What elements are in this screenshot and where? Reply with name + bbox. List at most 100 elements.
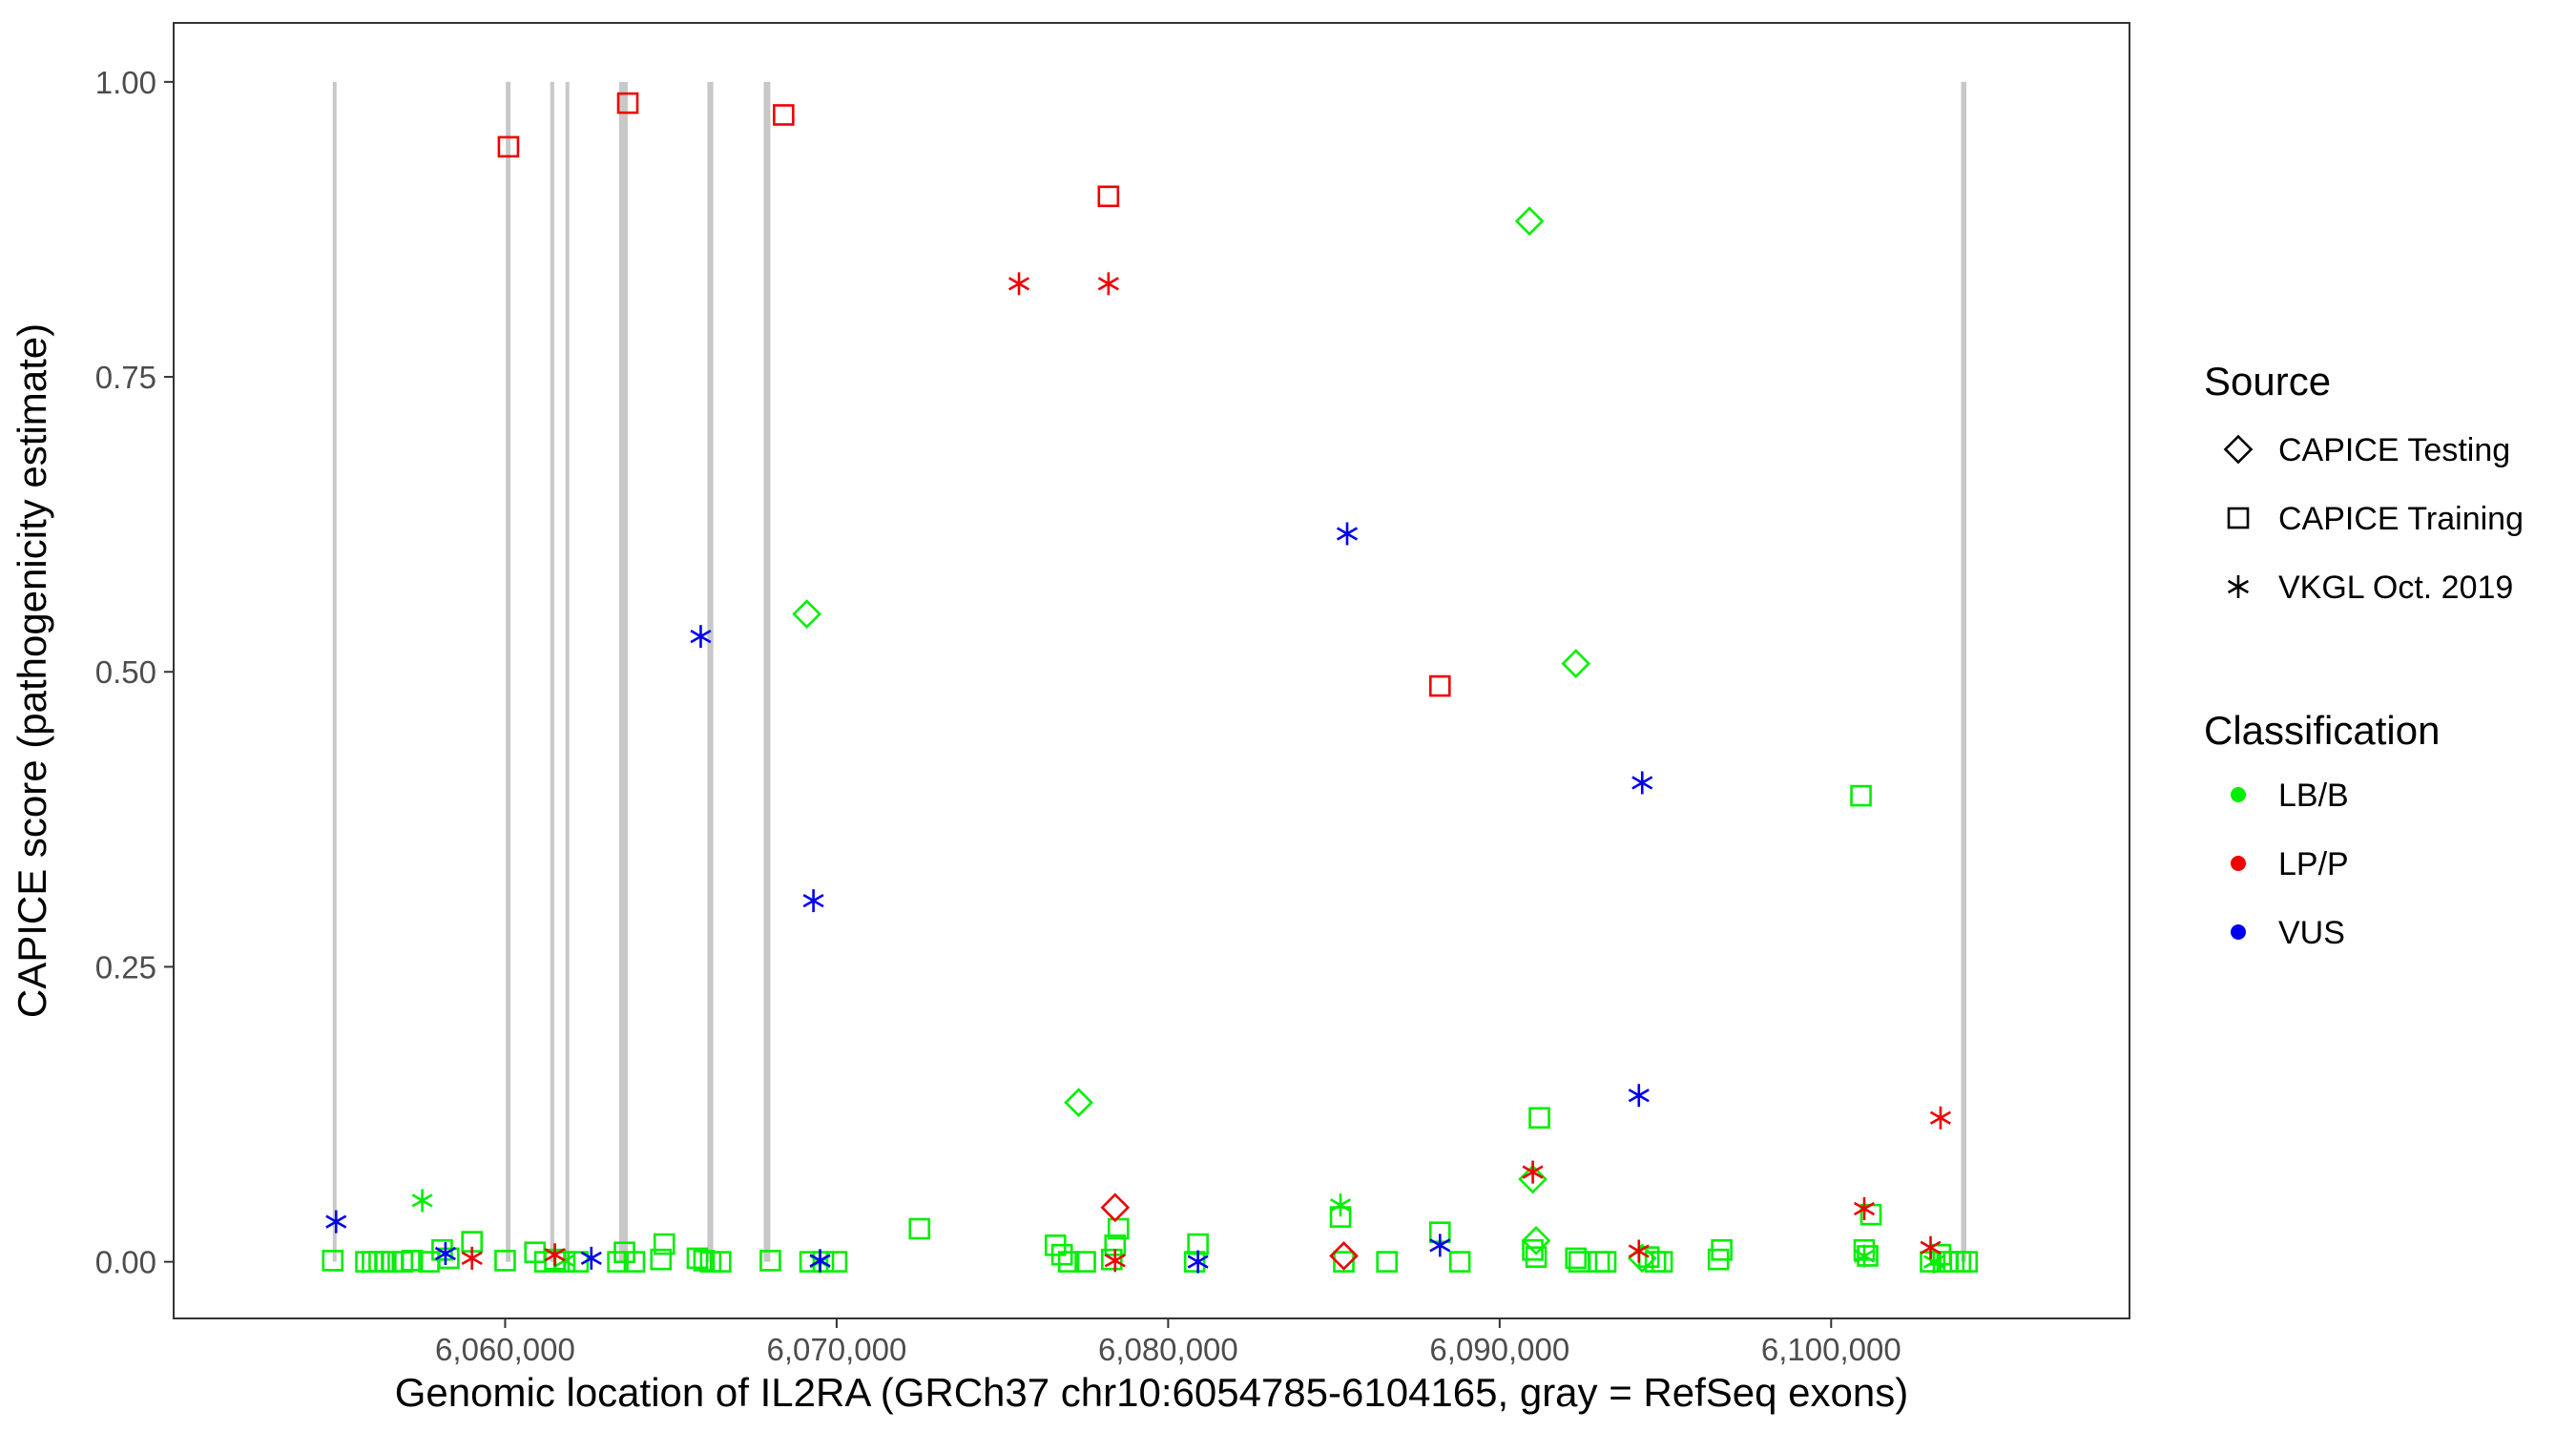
data-point-square-lbb	[812, 1251, 835, 1273]
data-point-asterisk-lpp	[544, 1243, 566, 1267]
data-point-asterisk-lbb	[411, 1189, 433, 1213]
data-point-square-lpp	[773, 104, 795, 126]
exon-bands	[332, 81, 1967, 1262]
data-point-asterisk-lpp	[461, 1246, 483, 1270]
exon-band	[707, 81, 714, 1262]
data-point-square-lpp	[1097, 185, 1120, 208]
data-point-square-lbb	[401, 1250, 424, 1272]
data-point-diamond-lbb	[1064, 1088, 1093, 1118]
legend-key-dot	[2231, 856, 2246, 871]
data-point-square-lbb	[1050, 1243, 1073, 1266]
data-point-square-lpp	[616, 92, 639, 114]
data-point-asterisk-lpp	[1097, 272, 1119, 296]
data-point-square-lbb	[825, 1251, 848, 1273]
data-point-square-lbb	[1594, 1251, 1617, 1273]
exon-band	[565, 81, 570, 1262]
data-point-square-lbb	[1376, 1251, 1398, 1273]
legend-key-square	[2227, 507, 2250, 529]
exon-band	[618, 81, 629, 1262]
y-tick-label: 0.00	[95, 1245, 156, 1280]
x-tick-label: 6,070,000	[767, 1332, 907, 1367]
data-point-square-lbb	[1107, 1217, 1130, 1240]
data-points	[322, 92, 1979, 1274]
data-point-square-lbb	[1101, 1248, 1123, 1271]
data-point-asterisk-lbb	[1922, 1250, 1945, 1274]
data-point-asterisk-vus	[1187, 1250, 1209, 1274]
x-tick-label: 6,090,000	[1429, 1332, 1569, 1367]
legend-label: CAPICE Testing	[2278, 432, 2510, 468]
y-tick-label: 0.50	[95, 654, 156, 690]
data-point-asterisk-lpp	[1929, 1106, 1951, 1130]
legend-key-dot	[2231, 787, 2246, 802]
x-tick-label: 6,080,000	[1098, 1332, 1238, 1367]
legend-source-title: Source	[2204, 359, 2331, 404]
data-point-asterisk-lpp	[1853, 1196, 1876, 1220]
data-point-asterisk-lpp	[1008, 272, 1030, 296]
x-tick-label: 6,100,000	[1761, 1332, 1901, 1367]
data-point-diamond-lbb	[792, 599, 821, 629]
data-point-asterisk-vus	[1429, 1234, 1451, 1257]
data-point-square-lpp	[497, 135, 520, 158]
exon-band	[332, 81, 337, 1262]
data-point-asterisk-lpp	[1104, 1249, 1126, 1273]
data-point-square-lbb	[759, 1250, 781, 1272]
data-point-square-lpp	[1428, 674, 1451, 697]
legend-key-asterisk	[2227, 575, 2250, 598]
exon-band	[1961, 81, 1967, 1262]
legend-classification-title: Classification	[2204, 708, 2440, 753]
data-point-square-lbb	[1850, 784, 1872, 807]
data-point-square-lbb	[653, 1233, 675, 1255]
data-point-asterisk-lbb	[1853, 1244, 1876, 1268]
data-point-square-lbb	[1956, 1251, 1979, 1273]
data-point-asterisk-lpp	[1628, 1239, 1650, 1263]
data-point-square-lbb	[1525, 1246, 1548, 1268]
data-point-asterisk-vus	[434, 1241, 456, 1265]
data-point-asterisk-lpp	[1920, 1235, 1942, 1259]
data-point-square-lbb	[494, 1250, 516, 1272]
data-point-square-lbb	[1857, 1245, 1879, 1267]
data-point-asterisk-lpp	[1522, 1160, 1544, 1184]
data-point-asterisk-lbb	[1330, 1193, 1352, 1217]
legend-label: LP/P	[2278, 846, 2349, 882]
data-point-asterisk-vus	[802, 889, 824, 913]
data-point-diamond-lbb	[1514, 206, 1545, 237]
data-point-diamond-lpp	[1100, 1192, 1131, 1223]
data-point-asterisk-vus	[1631, 771, 1653, 795]
y-tick-label: 0.75	[95, 360, 156, 395]
data-point-diamond-lbb	[1518, 1164, 1548, 1194]
legend-key-diamond	[2223, 434, 2254, 465]
data-point-asterisk-vus	[580, 1246, 602, 1270]
data-point-square-lbb	[1711, 1238, 1733, 1261]
data-point-asterisk-vus	[809, 1249, 831, 1273]
exon-band	[550, 81, 554, 1262]
x-tick-label: 6,060,000	[435, 1332, 575, 1367]
data-point-square-lbb	[650, 1248, 673, 1271]
data-point-square-lbb	[710, 1251, 732, 1273]
legend-label: LB/B	[2278, 778, 2349, 814]
data-point-square-lbb	[1565, 1247, 1588, 1270]
data-point-asterisk-vus	[1336, 522, 1359, 546]
exon-band	[506, 81, 511, 1262]
data-point-square-lbb	[623, 1251, 646, 1273]
data-point-square-lbb	[908, 1217, 931, 1240]
legend-source-entries: CAPICE Testing CAPICE Training VKGL Oct. 2…	[2223, 432, 2524, 606]
data-point-diamond-lpp	[1329, 1241, 1359, 1271]
data-point-square-lbb	[1074, 1251, 1096, 1273]
data-point-diamond-lbb	[1561, 649, 1591, 678]
data-point-asterisk-vus	[325, 1210, 347, 1234]
data-point-diamond-lbb	[1521, 1226, 1551, 1255]
y-tick-label: 1.00	[95, 65, 156, 100]
data-point-square-lbb	[1448, 1251, 1471, 1273]
data-point-square-lbb	[1333, 1251, 1355, 1273]
exon-band	[763, 81, 771, 1262]
data-point-square-lbb	[1057, 1251, 1080, 1273]
data-point-square-lbb	[686, 1247, 709, 1270]
data-point-square-lbb	[1528, 1107, 1550, 1130]
data-point-asterisk-vus	[1628, 1084, 1650, 1108]
y-axis-label: CAPICE score (pathogenicity estimate)	[10, 323, 54, 1018]
plot-panel-border	[173, 22, 2130, 1319]
data-point-square-lbb	[322, 1250, 344, 1272]
legend-key-dot	[2231, 924, 2246, 940]
